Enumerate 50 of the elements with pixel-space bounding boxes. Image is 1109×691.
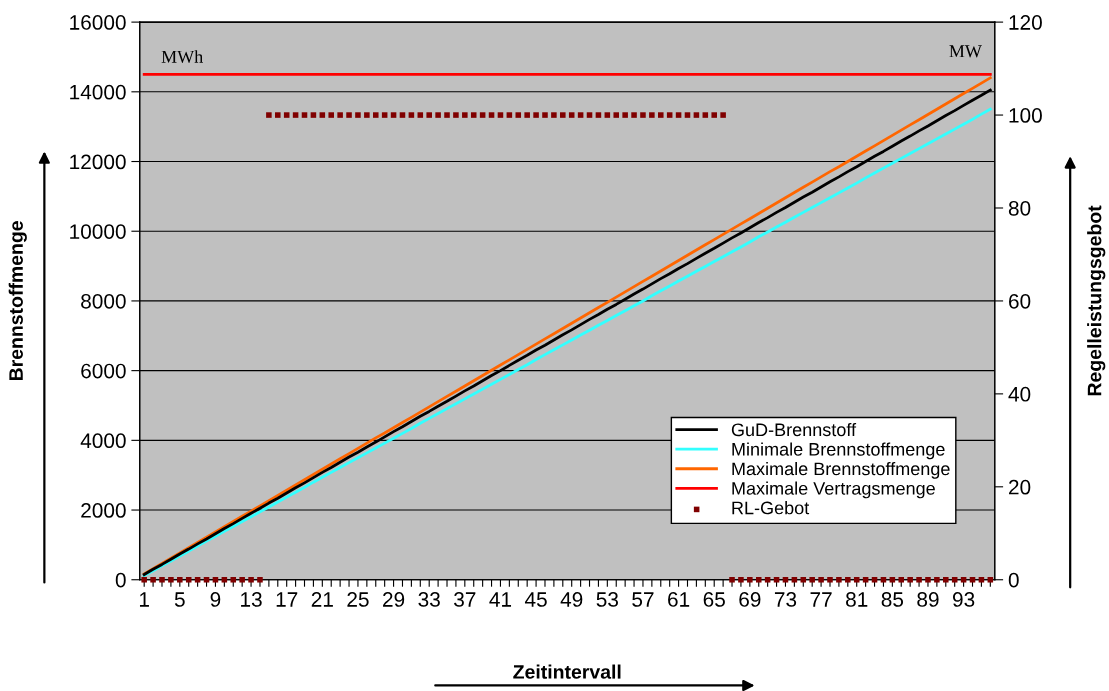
y-axis-title: Brennstoffmenge: [8, 221, 27, 381]
x-tick-label: 5: [174, 592, 185, 607]
x-axis-title: Zeitintervall: [513, 664, 621, 679]
x-tick-label: 53: [596, 592, 619, 607]
y2-tick-label: 40: [1008, 386, 1031, 402]
y-tick-label: 8000: [81, 293, 126, 309]
x-tick-label: 85: [881, 592, 904, 607]
annotation: MW: [949, 45, 982, 58]
y-tick-label: 2000: [81, 503, 126, 518]
x-tick-label: 45: [524, 592, 547, 607]
y2-axis-title: Regelleistungsgebot: [1087, 205, 1106, 396]
legend-label: RL-Gebot: [732, 501, 810, 515]
y-tick-label: 6000: [81, 363, 126, 379]
x-tick-label: 37: [454, 592, 476, 607]
y2-tick-label: 120: [1009, 15, 1042, 30]
x-tick-label: 49: [560, 592, 583, 607]
x-tick-label: 1: [139, 592, 149, 607]
x-tick-label: 17: [276, 592, 298, 607]
x-tick-label: 69: [739, 592, 761, 607]
y2-tick-label: 0: [1008, 572, 1019, 588]
legend-label: Maximale Brennstoffmenge: [732, 462, 950, 479]
x-tick-label: 81: [846, 592, 868, 607]
x-tick-label: 33: [418, 592, 440, 607]
x-tick-label: 93: [952, 592, 975, 607]
y2-tick-label: 60: [1009, 293, 1031, 309]
x-tick-label: 77: [810, 592, 832, 607]
x-tick-label: 21: [311, 592, 333, 607]
x-tick-label: 13: [241, 592, 262, 607]
legend-label: Minimale Brennstoffmenge: [732, 442, 945, 460]
y-tick-label: 12000: [70, 154, 126, 170]
x-tick-label: 41: [489, 592, 512, 607]
y-tick-label: 0: [115, 572, 126, 588]
x-tick-label: 25: [347, 592, 369, 607]
y2-tick-label: 100: [1009, 108, 1042, 123]
annotation: MWh: [161, 50, 203, 63]
y-tick-label: 14000: [70, 84, 126, 100]
y2-tick-label: 80: [1008, 200, 1031, 216]
legend-label: Maximale Vertragsmenge: [732, 481, 935, 499]
x-tick-label: 29: [383, 592, 405, 607]
x-tick-label: 57: [632, 592, 654, 607]
y-tick-label: 4000: [80, 433, 126, 449]
x-tick-label: 9: [210, 592, 221, 607]
y-tick-label: 16000: [70, 15, 126, 30]
y-tick-label: 10000: [70, 224, 126, 239]
legend-label: GuD-Brennstoff: [731, 422, 857, 437]
y2-tick-label: 20: [1009, 479, 1031, 495]
x-tick-label: 61: [668, 592, 690, 607]
x-tick-label: 89: [917, 592, 939, 607]
x-tick-label: 65: [703, 592, 725, 607]
x-tick-label: 73: [774, 592, 797, 607]
